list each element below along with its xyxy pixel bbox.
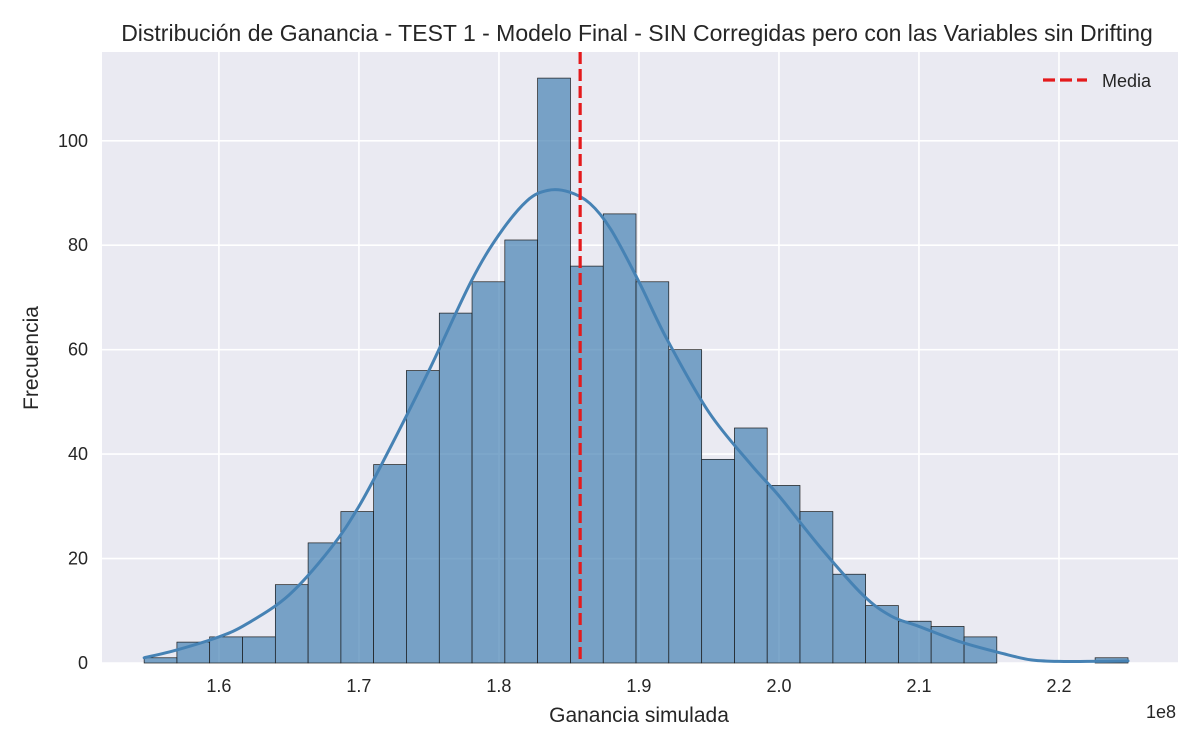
histogram-bar — [438, 312, 473, 664]
x-tick-label: 2.1 — [906, 676, 931, 696]
histogram-bar — [340, 511, 374, 664]
x-axis-ticks: 1.6 1.7 1.8 1.9 2.0 2.1 2.2 — [206, 676, 1071, 696]
histogram-bar — [832, 573, 866, 664]
x-tick-label: 1.9 — [626, 676, 651, 696]
y-tick-label: 0 — [78, 653, 88, 673]
y-tick-label: 100 — [58, 131, 88, 151]
kde-curve — [142, 188, 1130, 664]
histogram-bar — [898, 620, 932, 664]
histogram-bar — [602, 213, 637, 664]
x-axis-offset-label: 1e8 — [1146, 702, 1176, 722]
x-tick-label: 1.7 — [346, 676, 371, 696]
histogram-bar — [242, 636, 276, 664]
x-tick-label: 1.8 — [486, 676, 511, 696]
histogram-bar — [373, 464, 407, 664]
histogram-bar — [274, 584, 309, 664]
histogram-bar — [504, 239, 538, 664]
histogram-bar — [701, 458, 735, 664]
chart-title: Distribución de Ganancia - TEST 1 - Mode… — [121, 20, 1153, 46]
x-tick-label: 2.0 — [766, 676, 791, 696]
histogram-bar — [143, 657, 178, 664]
histogram-bar — [668, 349, 703, 664]
histogram-bars — [143, 77, 1129, 664]
histogram-bar — [209, 636, 243, 664]
legend: Media — [1043, 71, 1152, 91]
x-tick-label: 1.6 — [206, 676, 231, 696]
x-tick-label: 2.2 — [1046, 676, 1071, 696]
histogram-bar — [635, 281, 670, 664]
histogram-bar — [406, 370, 440, 664]
y-tick-label: 60 — [68, 340, 88, 360]
y-axis-label: Frecuencia — [20, 306, 43, 410]
histogram-bar — [471, 281, 506, 664]
y-axis-ticks: 0 20 40 60 80 100 — [58, 131, 88, 673]
histogram-bar — [537, 77, 571, 664]
histogram-bar — [865, 605, 899, 664]
x-axis-label: Ganancia simulada — [549, 704, 729, 727]
histogram-bar — [570, 265, 604, 664]
y-tick-label: 20 — [68, 549, 88, 569]
histogram-bar — [799, 511, 834, 664]
histogram-bar — [766, 485, 801, 664]
y-tick-label: 80 — [68, 235, 88, 255]
histogram-bar — [307, 542, 342, 664]
legend-mean-label: Media — [1102, 71, 1152, 91]
y-tick-label: 40 — [68, 444, 88, 464]
